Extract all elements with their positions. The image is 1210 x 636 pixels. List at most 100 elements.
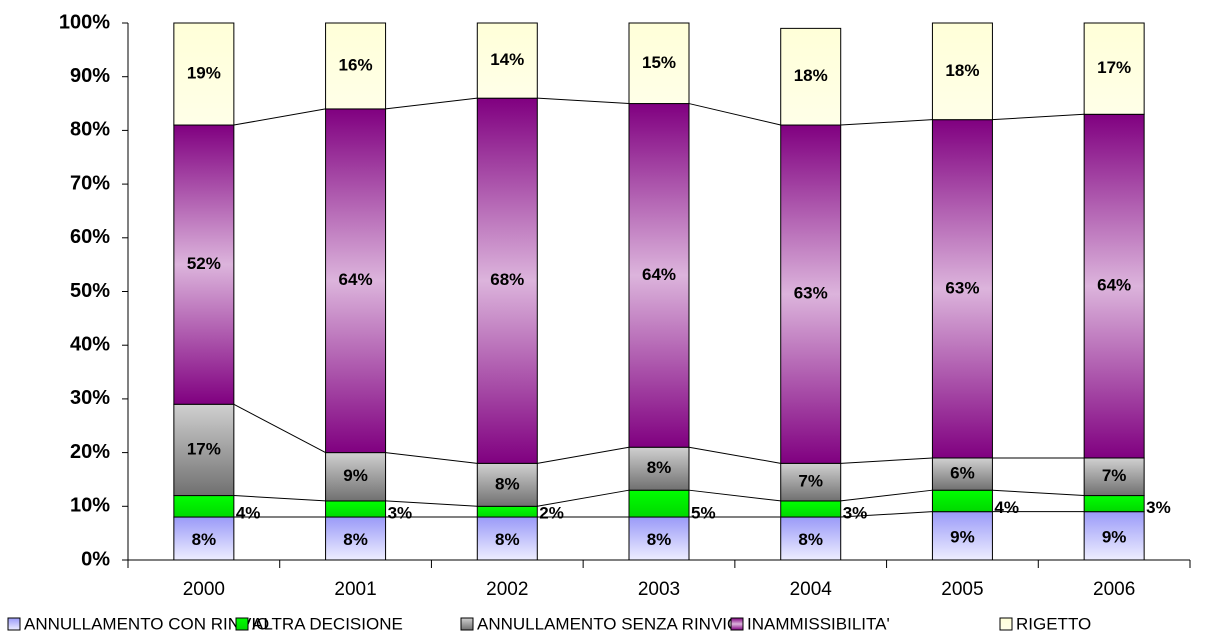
data-label: 9% (1102, 527, 1127, 546)
bar-segment (1083, 22, 1145, 115)
data-label: 64% (339, 270, 373, 289)
legend-label: ANNULLAMENTO SENZA RINVIO (477, 614, 740, 633)
data-label: 4% (994, 498, 1019, 517)
bar-segment (628, 103, 690, 448)
y-tick-label: 60% (70, 226, 110, 248)
y-tick-label: 0% (81, 548, 110, 570)
x-tick-label: 2000 (183, 579, 225, 600)
data-label: 17% (1097, 58, 1131, 77)
bar-segment (628, 489, 690, 518)
data-label: 9% (343, 466, 368, 485)
y-tick-label: 40% (70, 333, 110, 355)
bar-segment (780, 27, 842, 126)
data-label: 63% (945, 278, 979, 297)
bar-segment (1083, 113, 1145, 459)
x-tick-label: 2002 (486, 579, 528, 600)
bar-segment (325, 516, 387, 561)
series-line (992, 489, 1085, 497)
y-tick-label: 90% (70, 65, 110, 87)
series-line (233, 108, 326, 126)
bar-segment (780, 500, 842, 518)
data-label: 7% (1102, 466, 1127, 485)
legend-swatch (999, 617, 1013, 631)
series-line (385, 500, 478, 507)
legend-label: RIGETTO (1016, 614, 1091, 633)
data-label: 8% (647, 530, 672, 549)
bar-segment (476, 516, 538, 561)
series-line (537, 489, 630, 507)
bar-segment (325, 108, 387, 454)
series-line (840, 457, 933, 464)
series-line (840, 511, 933, 518)
bar-segment (931, 119, 993, 459)
legend-swatch (730, 617, 744, 631)
series-line (840, 119, 933, 126)
series-line (840, 489, 933, 502)
series-line (688, 489, 781, 502)
data-label: 64% (642, 265, 676, 284)
data-label: 7% (798, 472, 823, 491)
x-tick-label: 2005 (941, 579, 983, 600)
data-label: 68% (490, 270, 524, 289)
x-tick-label: 2006 (1093, 579, 1135, 600)
bar-segment (780, 516, 842, 561)
data-label: 9% (950, 527, 975, 546)
bar-segment (173, 403, 235, 497)
series-line (385, 97, 478, 110)
y-tick-label: 30% (70, 387, 110, 409)
series-line (688, 103, 781, 126)
legend-swatch (460, 617, 474, 631)
series-line (385, 452, 478, 464)
bar-segment (780, 124, 842, 464)
bar-segment (931, 489, 993, 513)
legend-label: ANNULLAMENTO CON RINVIO (24, 614, 269, 633)
data-label: 3% (843, 504, 868, 523)
legend-swatch (7, 617, 21, 631)
bar-segment (1083, 457, 1145, 497)
data-label: 16% (339, 55, 373, 74)
y-tick-label: 50% (70, 280, 110, 302)
series-line (688, 446, 781, 464)
y-tick-label: 20% (70, 441, 110, 463)
data-label: 63% (794, 284, 828, 303)
x-tick-label: 2003 (638, 579, 680, 600)
bar-segment (628, 22, 690, 105)
bar-segment (931, 22, 993, 121)
series-line (537, 446, 630, 464)
bar-segment (476, 462, 538, 507)
data-label: 8% (343, 530, 368, 549)
legend-swatch (235, 617, 249, 631)
x-tick-label: 2004 (790, 579, 833, 600)
legend-label: ALTRA DECISIONE (252, 614, 403, 633)
y-tick-label: 10% (70, 495, 110, 517)
data-label: 19% (187, 63, 221, 82)
bar-segment (325, 500, 387, 518)
data-label: 17% (187, 439, 221, 458)
bar-segment (1083, 511, 1145, 561)
data-label: 8% (647, 458, 672, 477)
series-line (233, 495, 326, 502)
data-label: 8% (495, 530, 520, 549)
series-line (537, 97, 630, 105)
data-label: 3% (1146, 498, 1171, 517)
bar-segment (931, 511, 993, 561)
bar-segment (628, 446, 690, 491)
data-label: 15% (642, 53, 676, 72)
series-line (233, 403, 326, 454)
data-label: 6% (950, 464, 975, 483)
bar-segment (476, 22, 538, 99)
y-tick-label: 80% (70, 119, 110, 141)
bar-segment (931, 457, 993, 491)
bar-segment (173, 22, 235, 126)
data-label: 3% (388, 504, 413, 523)
data-label: 5% (691, 504, 716, 523)
x-tick-label: 2001 (334, 579, 376, 600)
bar-segment (325, 22, 387, 110)
data-label: 4% (236, 504, 261, 523)
data-label: 64% (1097, 276, 1131, 295)
data-label: 8% (798, 530, 823, 549)
bar-segment (1083, 495, 1145, 513)
bar-segment (476, 505, 538, 518)
data-label: 52% (187, 254, 221, 273)
